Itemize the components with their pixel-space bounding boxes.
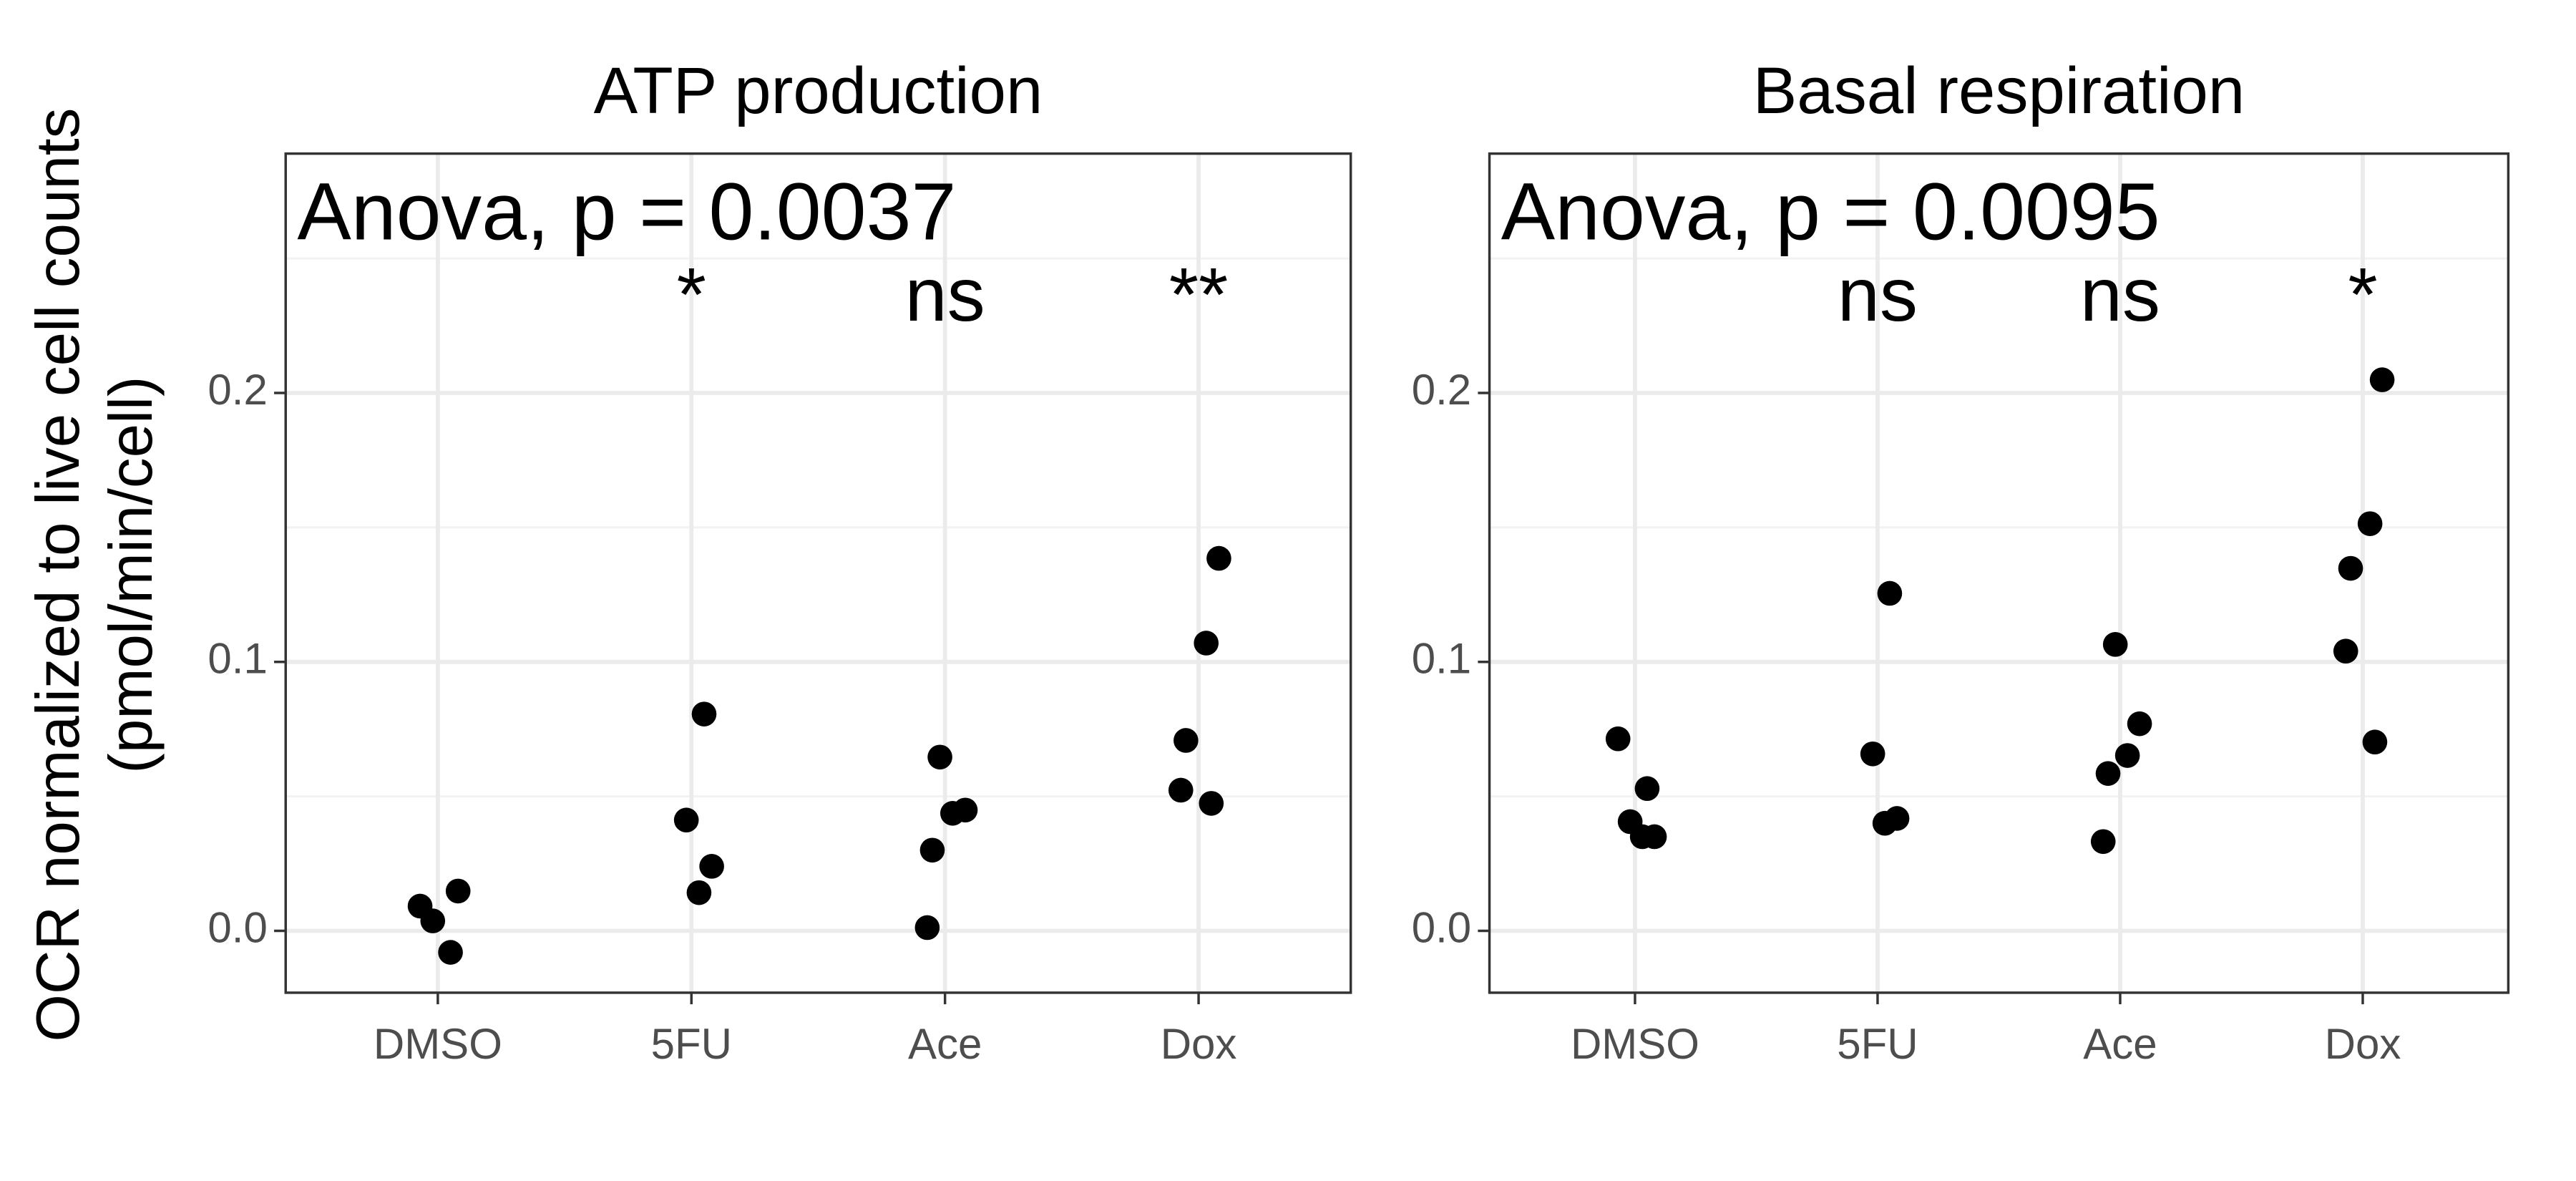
significance-label: * (677, 253, 706, 337)
significance-label: ** (1169, 253, 1229, 337)
point (438, 940, 463, 965)
point (2333, 638, 2358, 664)
x-tick-label: Dox (1161, 1020, 1237, 1068)
y-axis-label: OCR normalized to live cell counts (24, 108, 92, 1042)
point (940, 800, 965, 826)
y-tick-label: 0.1 (208, 635, 267, 683)
x-tick-label: Ace (908, 1020, 982, 1068)
y-tick-label: 0.0 (208, 903, 267, 951)
point (2357, 511, 2383, 536)
point (927, 744, 952, 770)
point (1605, 726, 1631, 752)
y-tick-label: 0.1 (1412, 635, 1471, 683)
annotation: Anova, p = 0.0095 (1501, 166, 2160, 256)
point (2090, 829, 2116, 855)
point (2102, 632, 2128, 657)
significance-label: ns (905, 253, 985, 337)
point (1634, 776, 1660, 802)
point (2338, 555, 2363, 581)
x-tick-label: 5FU (651, 1020, 732, 1068)
x-tick-label: DMSO (374, 1020, 502, 1068)
point (445, 878, 471, 904)
panel-title: Basal respiration (1753, 53, 2245, 127)
point (2114, 743, 2140, 768)
point (2369, 367, 2395, 392)
point (1860, 741, 1885, 767)
point (1199, 791, 1224, 816)
point (686, 880, 712, 905)
y-tick-label: 0.0 (1412, 903, 1471, 951)
point (1877, 580, 1903, 606)
point (2362, 729, 2388, 755)
y-tick-label: 0.2 (1412, 366, 1471, 414)
point (1629, 824, 1655, 850)
x-tick-label: Ace (2083, 1020, 2157, 1068)
x-tick-label: DMSO (1571, 1020, 1699, 1068)
x-tick-label: Dox (2325, 1020, 2401, 1068)
point (2095, 761, 2121, 787)
point (1206, 545, 1231, 571)
annotation: Anova, p = 0.0037 (297, 166, 956, 256)
point (699, 854, 724, 879)
point (1872, 810, 1898, 836)
point (1168, 777, 1194, 803)
point (919, 837, 945, 863)
point (1174, 728, 1199, 753)
point (1194, 631, 1219, 656)
significance-label: * (2348, 253, 2377, 337)
significance-label: ns (1838, 253, 1918, 337)
x-tick-label: 5FU (1837, 1020, 1918, 1068)
point (420, 908, 446, 933)
panel-title: ATP production (594, 53, 1043, 127)
point (914, 915, 940, 941)
point (2127, 711, 2152, 737)
y-tick-label: 0.2 (208, 366, 267, 414)
point (673, 807, 699, 833)
y-axis-label: (pmol/min/cell) (97, 376, 165, 774)
panel-border (1488, 152, 2510, 994)
significance-label: ns (2080, 253, 2160, 337)
panel-border (284, 152, 1352, 994)
point (691, 701, 717, 726)
